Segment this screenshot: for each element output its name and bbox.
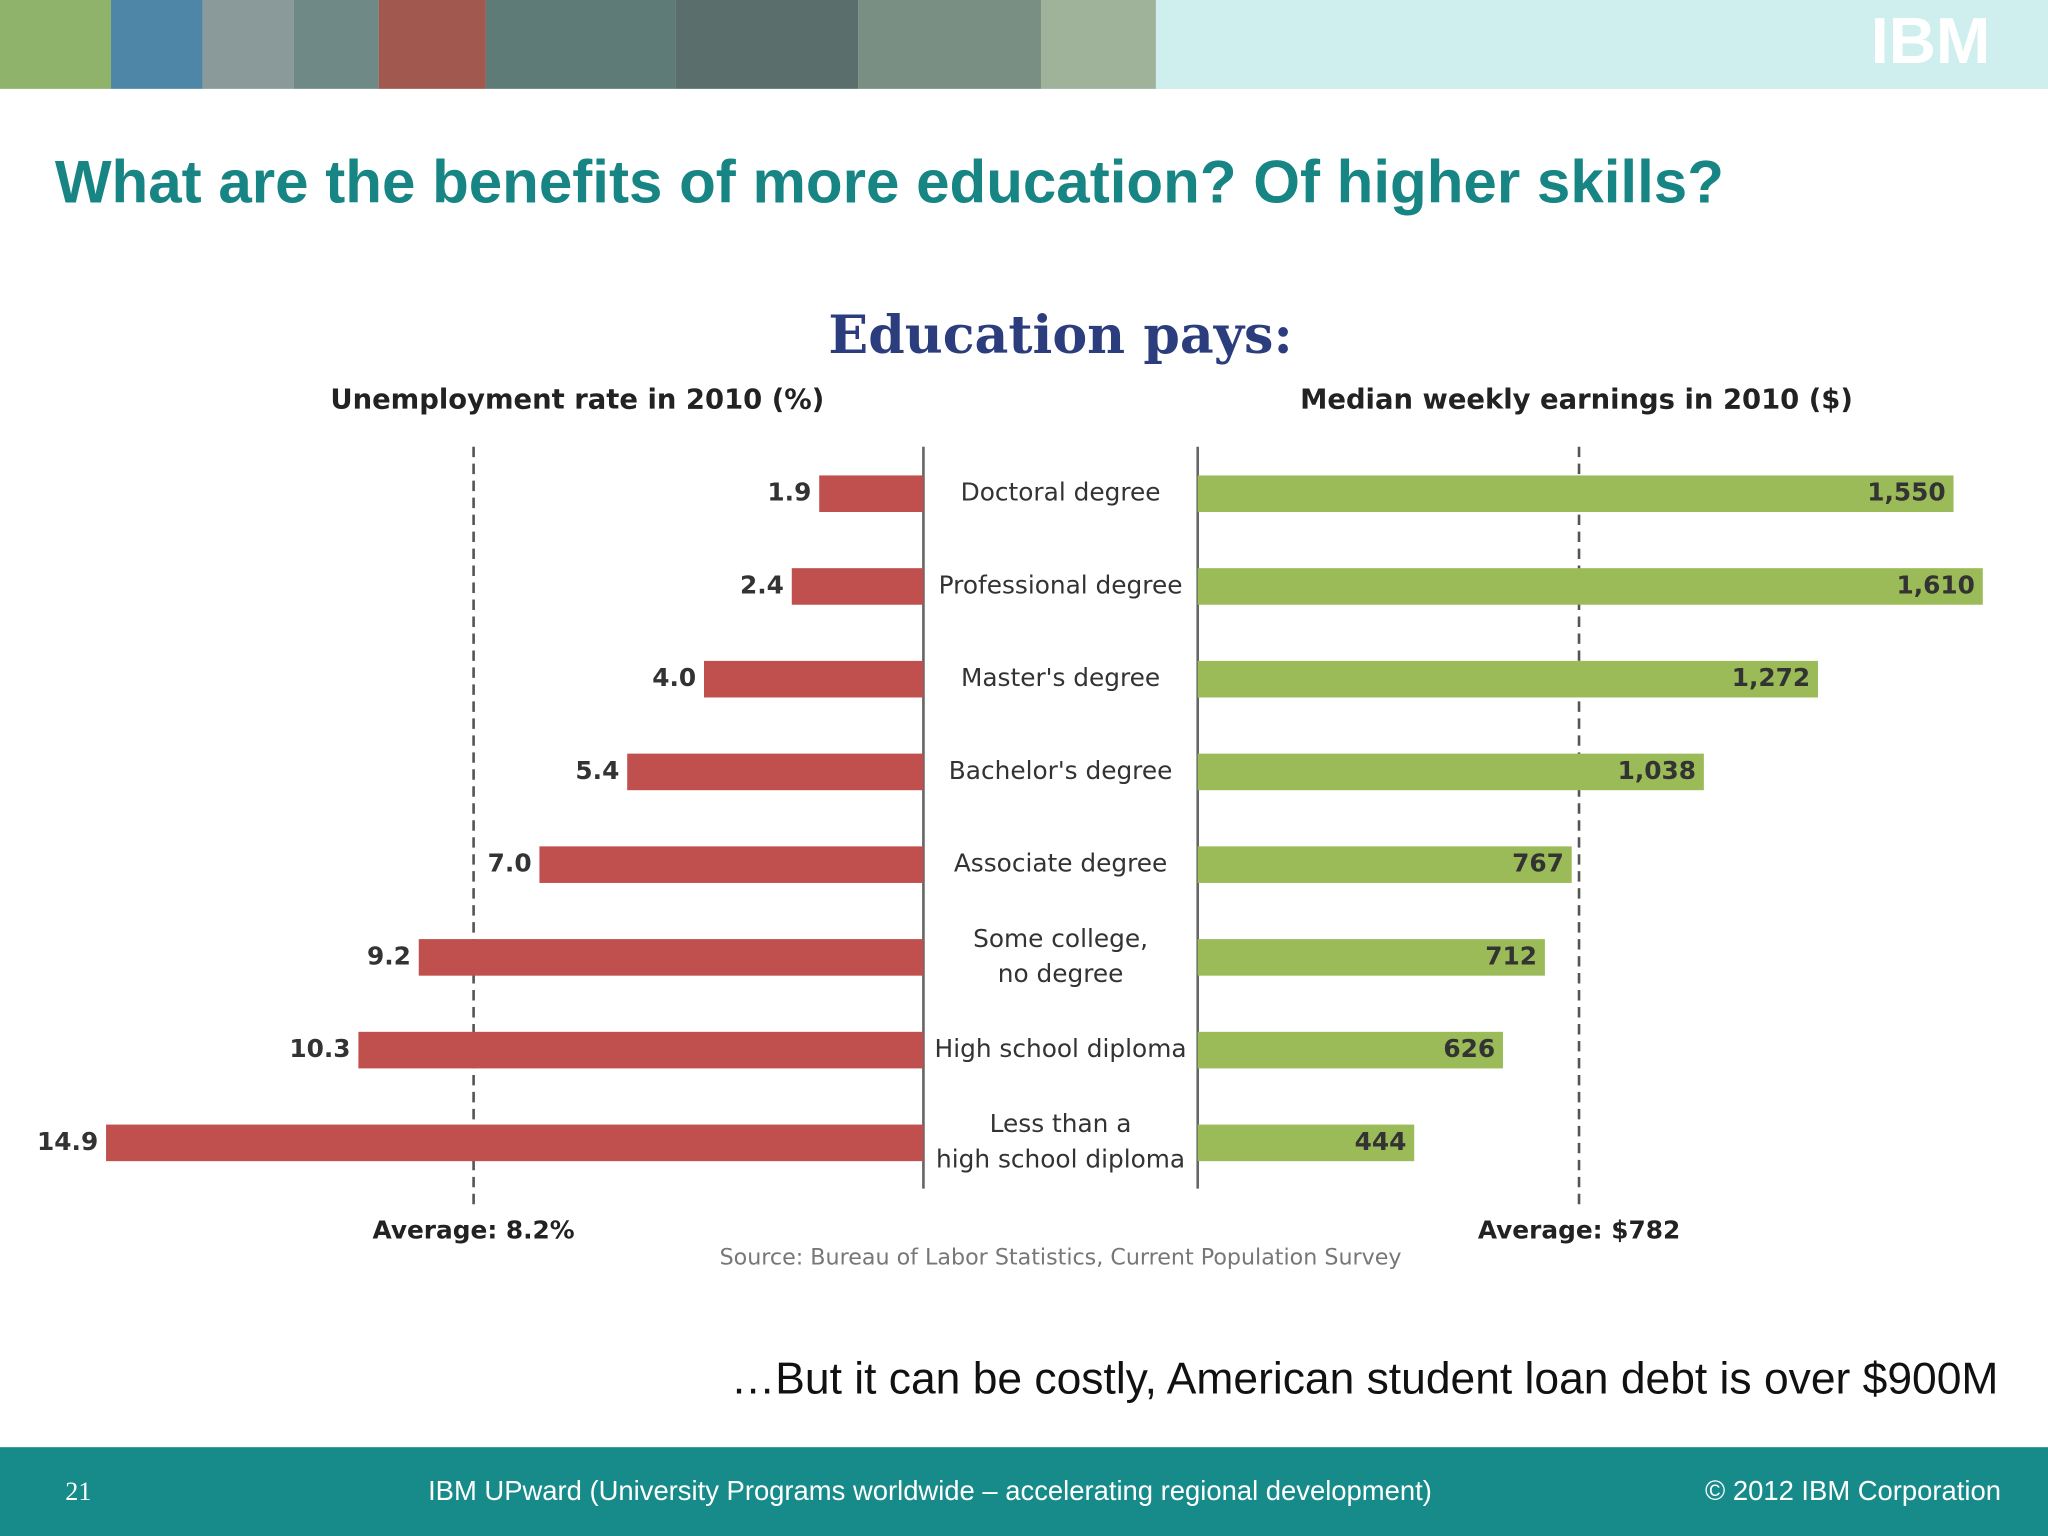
bar [418,939,924,976]
bar [1197,753,1704,791]
bar [106,1124,924,1162]
category-label: Professional degree [939,570,1183,599]
value-label: 1.9 [767,478,811,507]
bar [358,1031,924,1069]
bar [1197,846,1572,883]
category-label: Associate degree [954,849,1167,878]
footer-copyright: © 2012 IBM Corporation [1705,1475,2001,1506]
chart-title: Education pays: [828,305,1292,366]
average-label: Average: 8.2% [373,1216,575,1245]
banner-photo [858,0,1041,89]
average-label: Average: $782 [1478,1216,1680,1245]
bar [1197,939,1545,976]
value-label: 1,038 [1618,756,1696,785]
slide-title: What are the benefits of more education?… [55,149,1724,216]
value-label: 5.4 [575,756,619,785]
bar [1197,1031,1503,1069]
value-label: 712 [1485,941,1537,970]
bar [1197,660,1818,698]
page-number: 21 [65,1477,91,1506]
banner-photo [111,0,203,89]
banner-photo [675,0,859,89]
value-label: 4.0 [652,663,696,692]
footer-program: IBM UPward (University Programs worldwid… [428,1475,1432,1506]
value-label: 626 [1443,1034,1495,1063]
bar [791,568,924,605]
banner-photo [293,0,379,89]
bar [627,753,924,791]
series-title: Median weekly earnings in 2010 ($) [1300,384,1853,415]
note: …But it can be costly, American student … [731,1355,1998,1404]
value-label: 14.9 [37,1127,98,1156]
value-label: 7.0 [488,849,532,878]
value-label: 1,272 [1732,663,1810,692]
category-label: Some college, no degree [973,924,1148,988]
value-label: 1,550 [1867,478,1945,507]
value-label: 9.2 [367,941,411,970]
ibm-logo: IBM [1871,4,1991,77]
bar [539,846,924,883]
series-title: Unemployment rate in 2010 (%) [330,384,824,415]
banner-photo [378,0,486,89]
category-label: Less than a high school diploma [936,1109,1185,1173]
banner-gradient [1155,0,2048,89]
value-label: 444 [1355,1127,1407,1156]
source: Source: Bureau of Labor Statistics, Curr… [720,1244,1402,1270]
banner-photo [485,0,676,89]
value-label: 10.3 [289,1034,350,1063]
value-label: 2.4 [740,570,784,599]
header-banner: IBM [0,0,2048,89]
bar [1197,475,1954,512]
category-label: Master's degree [961,663,1160,692]
value-label: 767 [1512,849,1564,878]
footer: 21 IBM UPward (University Programs world… [0,1447,2048,1536]
value-label: 1,610 [1897,570,1975,599]
banner-photo [0,0,112,89]
bar [1197,568,1983,605]
bar [819,475,924,512]
footer-bar [0,1447,2048,1536]
category-label: Doctoral degree [961,478,1161,507]
banner-photo [1040,0,1156,89]
bar [704,660,924,698]
category-label: High school diploma [935,1034,1187,1063]
category-label: Bachelor's degree [949,756,1173,785]
banner-photo [202,0,294,89]
bar [1197,1124,1415,1162]
